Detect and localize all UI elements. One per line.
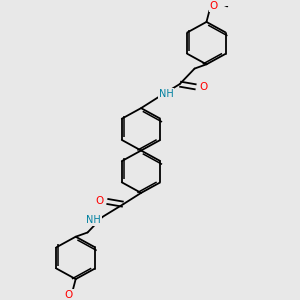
Text: O: O bbox=[95, 196, 104, 206]
Text: O: O bbox=[200, 82, 208, 92]
Text: NH: NH bbox=[159, 89, 174, 99]
Text: NH: NH bbox=[86, 215, 101, 225]
Text: O: O bbox=[210, 2, 218, 11]
Text: O: O bbox=[64, 290, 72, 300]
